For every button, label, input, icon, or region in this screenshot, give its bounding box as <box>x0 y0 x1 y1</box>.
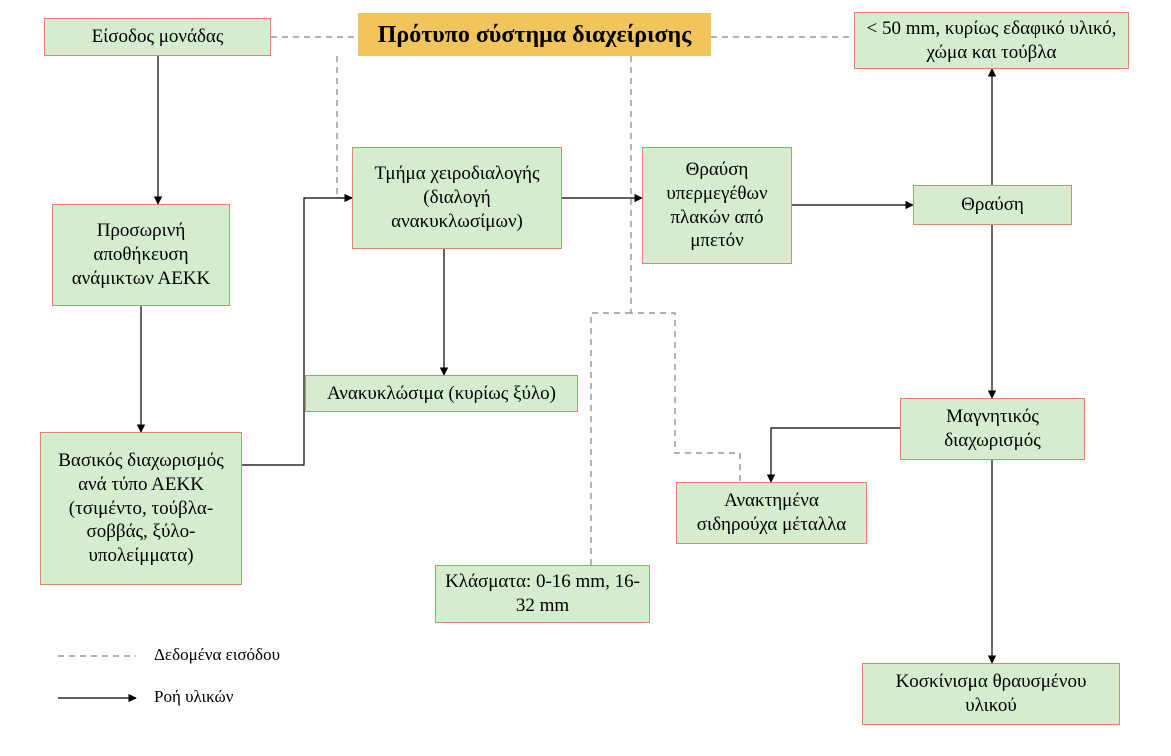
edge <box>337 56 352 198</box>
node-n_temp: Προσωρινή αποθήκευση ανάμικτων ΑΕΚΚ <box>52 204 230 306</box>
node-n_hand: Τμήμα χειροδιαλογής (διαλογή ανακυκλωσίμ… <box>352 147 562 249</box>
edge <box>771 428 900 482</box>
node-n_sieve: Κοσκίνισμα θραυσμένου υλικού <box>862 663 1120 725</box>
node-n_sep: Βασικός διαχωρισμός ανά τύπο ΑΕΚΚ (τσιμέ… <box>40 432 242 585</box>
legend-dashed-label: Δεδομένα εισόδου <box>154 645 280 665</box>
edge <box>242 198 352 465</box>
node-n_recy: Ανακυκλώσιμα (κυρίως ξύλο) <box>305 375 578 412</box>
node-n_crushP: Θραύση υπερμεγέθων πλακών από μπετόν <box>642 147 792 264</box>
legend-solid-label: Ροή υλικών <box>154 687 233 707</box>
flowchart-stage: Πρότυπο σύστημα διαχείρισης Είσοδος μονάδ… <box>0 0 1171 756</box>
node-n_in: Είσοδος μονάδας <box>44 18 271 56</box>
edges-layer <box>0 0 1171 756</box>
node-title: Πρότυπο σύστημα διαχείρισης <box>358 13 711 56</box>
edge <box>591 313 631 565</box>
node-n_frac: Κλάσματα: 0-16 mm, 16-32 mm <box>435 565 650 623</box>
node-n_fe: Ανακτημένα σιδηρούχα μέταλλα <box>676 482 867 544</box>
edge <box>631 56 740 482</box>
node-n_mag: Μαγνητικός διαχωρισμός <box>900 398 1085 460</box>
node-n_lt50: < 50 mm, κυρίως εδαφικό υλικό, χώμα και … <box>854 12 1129 69</box>
node-n_crush: Θραύση <box>913 185 1072 225</box>
